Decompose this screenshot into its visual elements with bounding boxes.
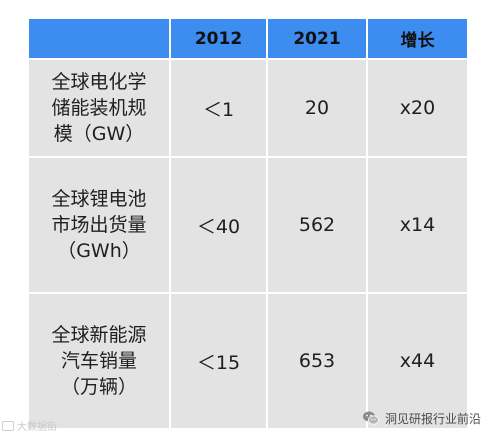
header-cell-growth: 增长 — [368, 19, 467, 58]
row-storage-2012: ＜1 — [171, 60, 266, 156]
watermark-right: 洞见研报行业前沿 — [362, 409, 481, 427]
row-nev-growth: x44 — [368, 294, 467, 428]
row-nev-2021: 653 — [268, 294, 366, 428]
row-storage-growth: x20 — [368, 60, 467, 156]
data-table: 2012 2021 增长 全球电化学 储能装机规 模（GW） ＜1 20 x20… — [29, 19, 467, 428]
header-cell-blank — [29, 19, 169, 58]
header-cell-2012: 2012 — [171, 19, 266, 58]
row-label-storage: 全球电化学 储能装机规 模（GW） — [29, 60, 169, 156]
watermark-icon — [2, 420, 14, 431]
header-cell-2021: 2021 — [268, 19, 366, 58]
row-label-battery: 全球锂电池 市场出货量 （GWh） — [29, 158, 169, 292]
row-battery-growth: x14 — [368, 158, 467, 292]
row-nev-2012: ＜15 — [171, 294, 266, 428]
watermark-left: 大数据街 — [2, 418, 57, 433]
wechat-icon — [362, 411, 379, 425]
watermark-right-text: 洞见研报行业前沿 — [384, 411, 481, 426]
row-battery-2021: 562 — [268, 158, 366, 292]
watermark-left-text: 大数据街 — [17, 422, 57, 433]
row-battery-2012: ＜40 — [171, 158, 266, 292]
row-label-nev: 全球新能源 汽车销量 （万辆） — [29, 294, 169, 428]
row-storage-2021: 20 — [268, 60, 366, 156]
